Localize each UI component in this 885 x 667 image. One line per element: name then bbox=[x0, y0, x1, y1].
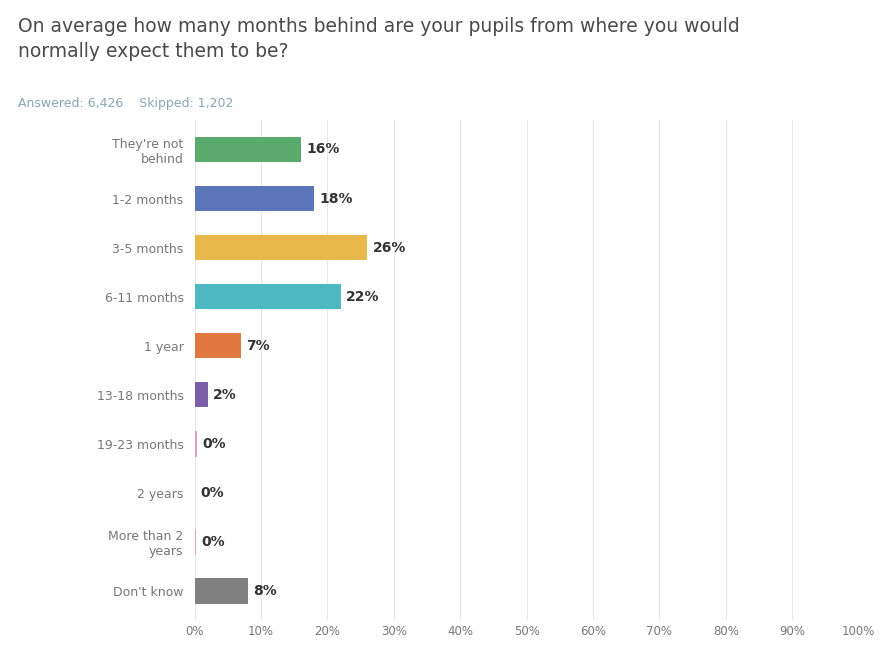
Bar bbox=[195, 578, 248, 604]
Text: 26%: 26% bbox=[373, 241, 406, 255]
Bar bbox=[195, 529, 196, 554]
Text: 22%: 22% bbox=[346, 289, 380, 303]
Text: 2%: 2% bbox=[213, 388, 237, 402]
Text: On average how many months behind are your pupils from where you would
normally : On average how many months behind are yo… bbox=[18, 17, 740, 61]
Text: 18%: 18% bbox=[319, 191, 353, 205]
Text: 8%: 8% bbox=[253, 584, 277, 598]
Bar bbox=[195, 235, 367, 260]
Text: 7%: 7% bbox=[246, 339, 270, 353]
Text: 0%: 0% bbox=[201, 486, 224, 500]
Bar bbox=[195, 431, 196, 456]
Bar bbox=[195, 333, 241, 358]
Text: Answered: 6,426    Skipped: 1,202: Answered: 6,426 Skipped: 1,202 bbox=[18, 97, 233, 109]
Text: 0%: 0% bbox=[202, 437, 226, 451]
Text: 16%: 16% bbox=[306, 143, 340, 157]
Bar bbox=[195, 186, 314, 211]
Bar bbox=[195, 284, 341, 309]
Bar bbox=[195, 382, 208, 408]
Text: 0%: 0% bbox=[201, 535, 225, 549]
Bar bbox=[195, 137, 301, 162]
